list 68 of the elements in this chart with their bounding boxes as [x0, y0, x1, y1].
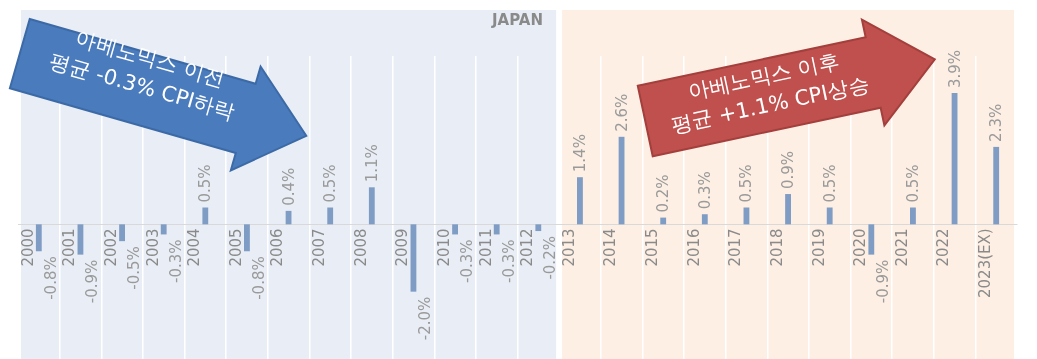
data-label: -0.8% [41, 256, 60, 300]
x-tick-label: 2009 [393, 228, 412, 267]
data-label: -0.2% [541, 236, 560, 280]
bar [244, 224, 250, 252]
x-tick-label: 2017 [726, 228, 745, 267]
bar [119, 224, 125, 242]
x-tick-label: 2003 [143, 228, 162, 267]
x-tick-label: 2018 [767, 228, 786, 267]
x-tick-label: 2015 [643, 228, 662, 267]
data-label: 0.5% [321, 164, 340, 203]
data-label: 2.3% [987, 103, 1006, 142]
data-label: 0.5% [737, 164, 756, 203]
x-tick-label: 2023(EX) [976, 228, 995, 298]
chart-title: JAPAN [491, 10, 543, 29]
bar [826, 207, 833, 225]
data-label: 0.3% [695, 171, 714, 210]
x-tick-label: 2020 [851, 228, 870, 267]
x-tick-label: 2012 [518, 228, 537, 267]
data-label: 1.1% [362, 144, 381, 183]
bar [785, 194, 791, 225]
annotation: 아베노믹스 이후 평균 +1.1% CPI상승 [667, 47, 873, 140]
bar [35, 224, 42, 252]
bar [910, 207, 916, 225]
x-tick-label: 2006 [268, 228, 287, 267]
x-tick-label: 2014 [601, 228, 620, 267]
x-tick-label: 2010 [434, 228, 453, 267]
bar [868, 224, 875, 255]
x-tick-label: 2011 [476, 228, 495, 267]
bar [577, 177, 583, 225]
data-label: 1.4% [570, 134, 589, 173]
x-tick-label: 2016 [684, 228, 703, 267]
data-label: 0.9% [779, 150, 798, 190]
bar [660, 217, 667, 225]
bar [368, 187, 375, 225]
x-tick-label: 2000 [18, 228, 37, 267]
data-label: -0.9% [83, 259, 102, 304]
data-label: 0.5% [196, 164, 215, 203]
data-label: 0.2% [654, 174, 673, 213]
x-tick-label: 2002 [101, 228, 120, 267]
x-tick-label: 2007 [310, 228, 329, 267]
bar [493, 224, 500, 235]
data-label: -0.3% [166, 239, 185, 283]
bar [452, 224, 458, 235]
x-tick-label: 2021 [892, 228, 911, 267]
data-label: -0.8% [249, 256, 268, 300]
data-label: 0.5% [820, 164, 839, 203]
data-label: 0.4% [279, 167, 298, 206]
data-label: -0.9% [874, 259, 893, 304]
x-tick-label: 2005 [226, 228, 245, 267]
data-label: 2.6% [612, 93, 631, 132]
bar [535, 224, 542, 232]
x-tick-label: 2019 [809, 228, 828, 267]
bar [327, 207, 334, 225]
x-tick-label: 2022 [934, 228, 953, 267]
data-label: 3.9% [945, 49, 964, 89]
x-tick-label: 2008 [351, 228, 370, 267]
bar [993, 146, 1000, 225]
x-tick-label: 2004 [185, 228, 204, 267]
data-label: -0.5% [125, 246, 144, 290]
data-label: -0.3% [499, 239, 518, 283]
x-tick-label: 2013 [559, 228, 578, 267]
bar [701, 214, 708, 225]
data-label: 0.5% [903, 164, 922, 203]
data-label: -0.3% [458, 239, 477, 283]
bar [202, 207, 209, 225]
data-label: -2.0% [416, 296, 435, 341]
x-tick-label: 2001 [60, 228, 79, 267]
bar [160, 224, 167, 235]
